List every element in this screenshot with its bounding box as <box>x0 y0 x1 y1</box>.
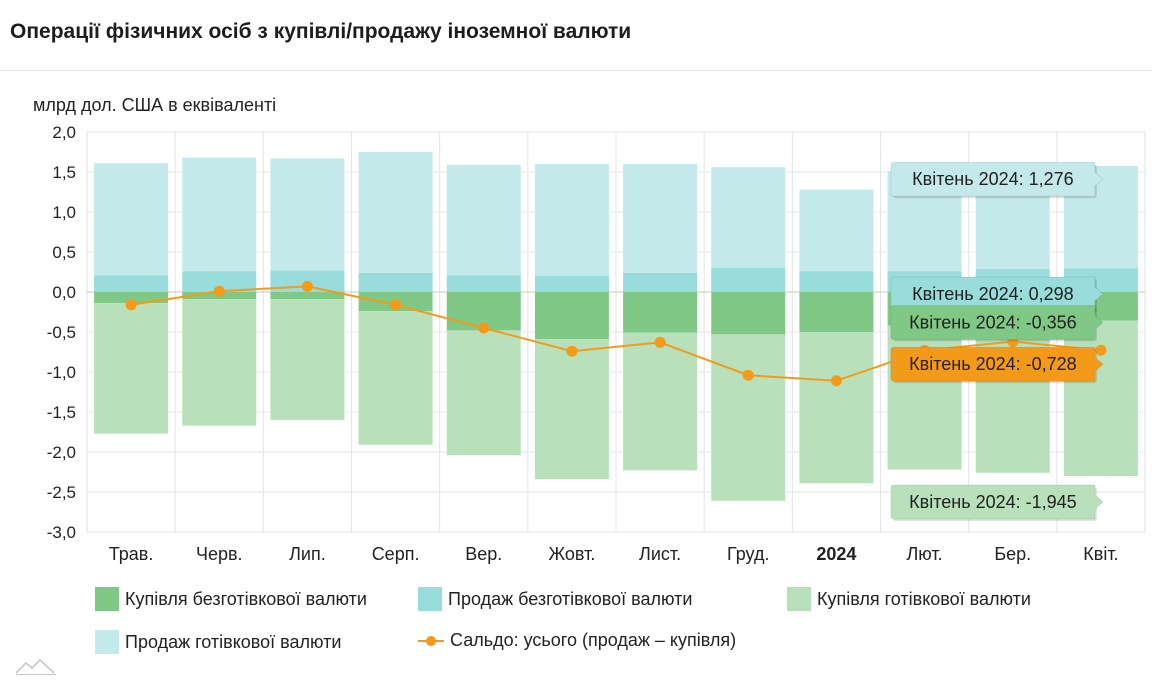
y-tick-label: 1,0 <box>52 203 76 222</box>
bar-noncash-sell <box>534 276 609 292</box>
x-tick-label: Лист. <box>639 544 681 564</box>
x-tick-label: Трав. <box>109 544 154 564</box>
x-tick-label: Жовт. <box>548 544 595 564</box>
x-tick-label: Груд. <box>727 544 769 564</box>
y-tick-label: 1,5 <box>52 163 76 182</box>
legend-label-balance: Сальдо: усього (продаж – купівля) <box>450 630 737 650</box>
balance-point <box>742 369 754 381</box>
legend-item-cash-buy[interactable]: Купівля готівкової валюти <box>787 587 1031 611</box>
y-tick-label: 2,0 <box>52 123 76 142</box>
balance-point <box>1095 344 1107 356</box>
bar-cash-sell <box>446 164 521 276</box>
bar-cash-sell <box>534 164 609 276</box>
bar-cash-buy <box>534 339 609 480</box>
bar-noncash-buy <box>94 292 169 304</box>
bar-cash-sell <box>623 164 698 273</box>
balance-point <box>125 299 137 311</box>
bar-cash-sell <box>358 152 433 273</box>
chart-title: Операції фізичних осіб з купівлі/продажу… <box>10 20 632 43</box>
legend-label-cash-buy: Купівля готівкової валюти <box>817 588 1031 609</box>
legend-swatch-cash-buy <box>787 587 811 611</box>
bar-cash-sell <box>94 163 169 276</box>
x-tick-label: Квіт. <box>1083 544 1118 564</box>
bar-noncash-buy <box>270 292 345 300</box>
legend-swatch-cash-sell <box>95 630 119 654</box>
bar-noncash-buy <box>711 292 786 335</box>
tooltip-line: Квітень 2024: -0,728 <box>890 346 1104 384</box>
bar-cash-buy <box>623 332 698 471</box>
balance-point <box>566 345 578 357</box>
x-tick-label: Черв. <box>196 544 243 564</box>
bar-cash-sell <box>182 157 257 272</box>
y-tick-label: -2,5 <box>47 483 76 502</box>
chart-header: Операції фізичних осіб з купівлі/продажу… <box>0 0 1152 71</box>
legend-item-cash-sell[interactable]: Продаж готівкової валюти <box>95 630 341 654</box>
y-tick-label: -2,0 <box>47 443 76 462</box>
legend-item-noncash-buy[interactable]: Купівля безготівкової валюти <box>95 587 367 611</box>
bar-cash-buy <box>1063 320 1138 477</box>
bar-noncash-buy <box>799 292 874 332</box>
legend-item-noncash-sell[interactable]: Продаж безготівкової валюти <box>418 587 692 611</box>
bar-noncash-buy <box>534 292 609 340</box>
legend-marker-balance <box>418 631 444 651</box>
y-tick-label: -0,5 <box>47 323 76 342</box>
bar-cash-sell <box>711 167 786 268</box>
tooltip-noncash-sell: Квітень 2024: 0,298 <box>890 276 1104 313</box>
tooltip-text: Квітень 2024: -0,728 <box>909 354 1077 374</box>
balance-point <box>654 336 666 348</box>
bar-cash-sell <box>799 189 874 272</box>
bar-noncash-sell <box>358 272 433 292</box>
tooltip-text: Квітень 2024: -1,945 <box>909 492 1077 512</box>
legend-label-noncash-sell: Продаж безготівкової валюти <box>448 588 693 609</box>
x-tick-label: Серп. <box>372 544 420 564</box>
bar-noncash-sell <box>446 275 521 292</box>
y-tick-label: 0,0 <box>52 283 76 302</box>
mountain-logo-icon <box>15 659 56 676</box>
bar-cash-buy <box>711 334 786 501</box>
legend-swatch-noncash-buy <box>95 587 119 611</box>
bar-cash-buy <box>94 303 169 434</box>
bar-cash-buy <box>270 299 345 420</box>
legend-item-balance[interactable]: Сальдо: усього (продаж – купівля) <box>418 630 736 651</box>
balance-point <box>478 322 490 334</box>
x-tick-label: Бер. <box>994 544 1031 564</box>
bar-cash-buy <box>182 299 257 426</box>
x-tick-label: Лип. <box>289 544 326 564</box>
y-tick-label: -3,0 <box>47 523 76 542</box>
y-tick-label: -1,0 <box>47 363 76 382</box>
bar-noncash-sell <box>182 271 257 292</box>
bar-noncash-sell <box>94 275 169 292</box>
bar-cash-buy <box>358 311 433 445</box>
balance-point <box>301 280 313 292</box>
legend-label-cash-sell: Продаж готівкової валюти <box>125 631 342 652</box>
x-tick-label: Лют. <box>906 544 942 564</box>
bar-noncash-sell <box>711 268 786 292</box>
bar-cash-buy <box>799 332 874 484</box>
legend-label-noncash-buy: Купівля безготівкової валюти <box>125 588 367 609</box>
y-axis-unit-label: млрд дол. США в еквіваленті <box>33 95 277 115</box>
y-tick-label: -1,5 <box>47 403 76 422</box>
bar-noncash-sell <box>623 272 698 292</box>
y-tick-label: 0,5 <box>52 243 76 262</box>
bar-noncash-sell <box>799 271 874 292</box>
bar-cash-buy <box>446 330 521 456</box>
tooltip-text: Квітень 2024: -0,356 <box>909 312 1077 332</box>
balance-point <box>390 299 402 311</box>
x-tick-label: Вер. <box>465 544 502 564</box>
balance-point <box>830 375 842 387</box>
balance-point <box>213 285 225 297</box>
x-tick-label: 2024 <box>816 544 856 564</box>
tooltip-noncash-buy: Квітень 2024: -0,356 <box>890 304 1104 342</box>
legend-swatch-noncash-sell <box>418 587 442 611</box>
tooltip-cash-buy: Квітень 2024: -1,945 <box>890 484 1104 521</box>
tooltip-text: Квітень 2024: 1,276 <box>912 169 1074 189</box>
bar-noncash-buy <box>623 292 698 333</box>
tooltip-cash-sell: Квітень 2024: 1,276 <box>890 161 1104 199</box>
bar-cash-sell <box>270 158 345 271</box>
tooltip-text: Квітень 2024: 0,298 <box>912 284 1074 304</box>
